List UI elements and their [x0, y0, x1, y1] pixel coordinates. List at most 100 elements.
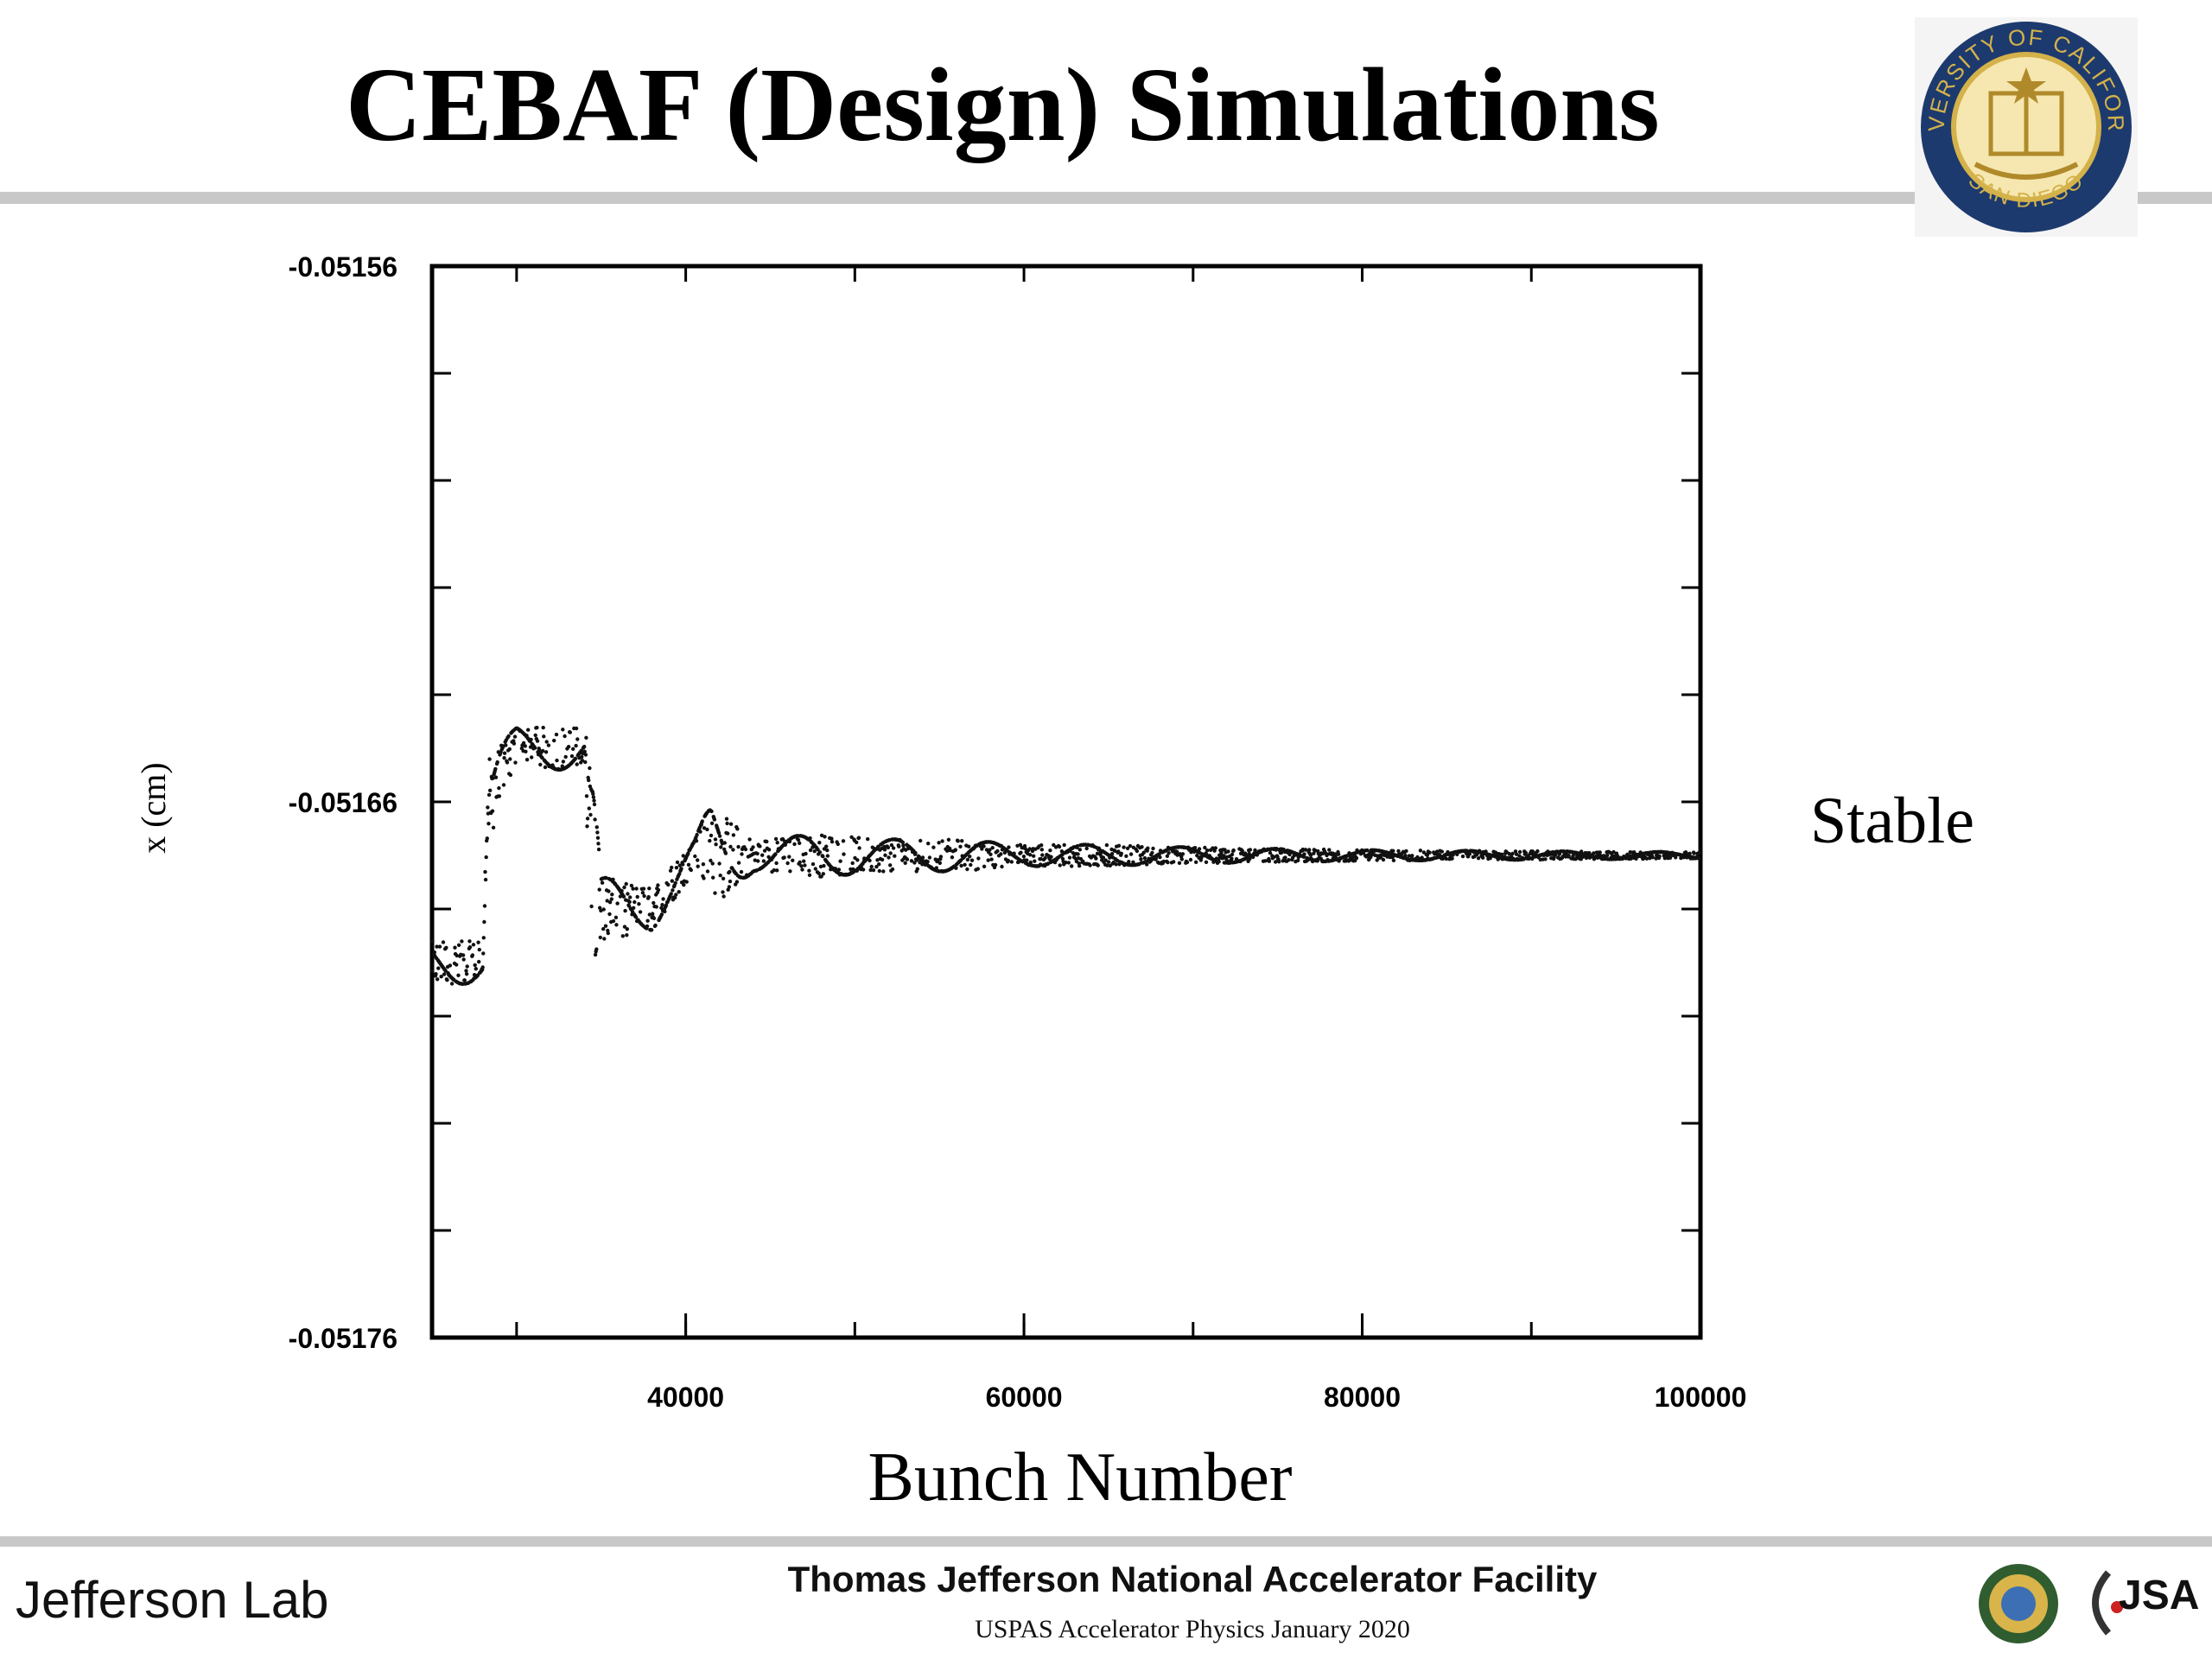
data-point — [599, 908, 603, 913]
data-point — [762, 849, 767, 853]
data-point — [1124, 854, 1128, 858]
data-point — [1410, 854, 1414, 858]
data-point — [1224, 855, 1230, 860]
data-point — [533, 733, 537, 738]
data-point — [1507, 851, 1511, 856]
data-point — [995, 849, 1000, 854]
data-point — [625, 927, 629, 931]
data-point — [905, 857, 910, 861]
data-point — [594, 947, 599, 951]
data-point — [959, 863, 963, 868]
data-point — [969, 858, 975, 862]
data-point — [926, 842, 931, 846]
data-point — [785, 861, 790, 866]
data-point — [491, 776, 495, 780]
data-point — [1128, 843, 1133, 849]
data-point — [1427, 850, 1432, 855]
data-point — [593, 817, 597, 822]
data-point — [1379, 855, 1383, 860]
data-point — [739, 869, 744, 874]
data-point — [743, 847, 748, 852]
data-point — [601, 907, 606, 912]
data-point — [656, 883, 660, 887]
data-point — [709, 821, 715, 825]
data-point — [1375, 858, 1379, 862]
data-point — [693, 854, 697, 859]
data-point — [731, 833, 736, 837]
data-point — [695, 832, 699, 837]
data-point — [592, 798, 596, 803]
data-point — [1213, 846, 1218, 850]
data-point — [491, 825, 496, 830]
data-point — [543, 750, 549, 754]
data-point — [1510, 851, 1515, 856]
data-point — [621, 894, 626, 899]
data-point — [874, 864, 879, 869]
data-point — [656, 887, 661, 893]
data-point — [481, 951, 486, 956]
data-point — [543, 765, 548, 770]
data-point — [1197, 847, 1202, 851]
data-point — [591, 791, 595, 796]
data-point — [990, 846, 995, 850]
data-point — [544, 740, 549, 744]
data-point — [945, 849, 950, 853]
data-point — [817, 850, 823, 855]
data-point — [1028, 853, 1033, 857]
data-point — [652, 916, 657, 921]
data-point — [888, 863, 893, 868]
data-point — [502, 756, 506, 760]
data-point — [1592, 851, 1596, 855]
data-point — [1253, 848, 1257, 853]
data-point — [798, 860, 802, 865]
data-point — [868, 858, 872, 863]
data-point — [1101, 855, 1106, 860]
data-point — [607, 912, 612, 917]
data-point — [677, 863, 682, 868]
data-point — [1287, 858, 1291, 862]
data-point — [1048, 849, 1052, 853]
data-point — [696, 858, 700, 862]
data-point — [950, 855, 955, 860]
data-point — [807, 868, 811, 873]
data-point — [722, 841, 727, 845]
data-point — [735, 827, 740, 831]
data-point — [810, 861, 816, 867]
data-point — [1688, 851, 1692, 855]
data-point — [788, 869, 792, 874]
data-point — [718, 874, 722, 878]
data-point — [486, 822, 491, 826]
data-point — [477, 959, 481, 964]
top-divider — [0, 192, 2212, 204]
data-point — [436, 966, 441, 970]
data-point — [1103, 858, 1108, 862]
data-point — [464, 969, 468, 973]
data-point — [628, 895, 632, 899]
data-point — [709, 858, 713, 863]
data-point — [819, 833, 824, 837]
data-point — [615, 901, 620, 906]
data-point — [901, 843, 906, 848]
data-point — [595, 836, 601, 840]
data-point — [659, 906, 664, 911]
data-point — [512, 741, 517, 746]
data-point — [808, 848, 813, 853]
data-point — [1084, 846, 1089, 851]
data-point — [1277, 860, 1281, 864]
data-point — [1325, 853, 1329, 858]
data-point — [1039, 856, 1043, 861]
data-point — [487, 757, 492, 761]
data-point — [673, 895, 677, 900]
data-point — [717, 861, 721, 866]
data-point — [1279, 850, 1284, 855]
data-point — [1302, 852, 1306, 856]
data-point — [893, 854, 897, 858]
data-point — [774, 861, 779, 866]
data-point — [592, 802, 597, 807]
data-point — [1158, 855, 1162, 860]
data-point — [444, 945, 448, 950]
data-point — [513, 760, 518, 765]
data-point — [709, 833, 714, 838]
data-point — [1052, 842, 1056, 848]
